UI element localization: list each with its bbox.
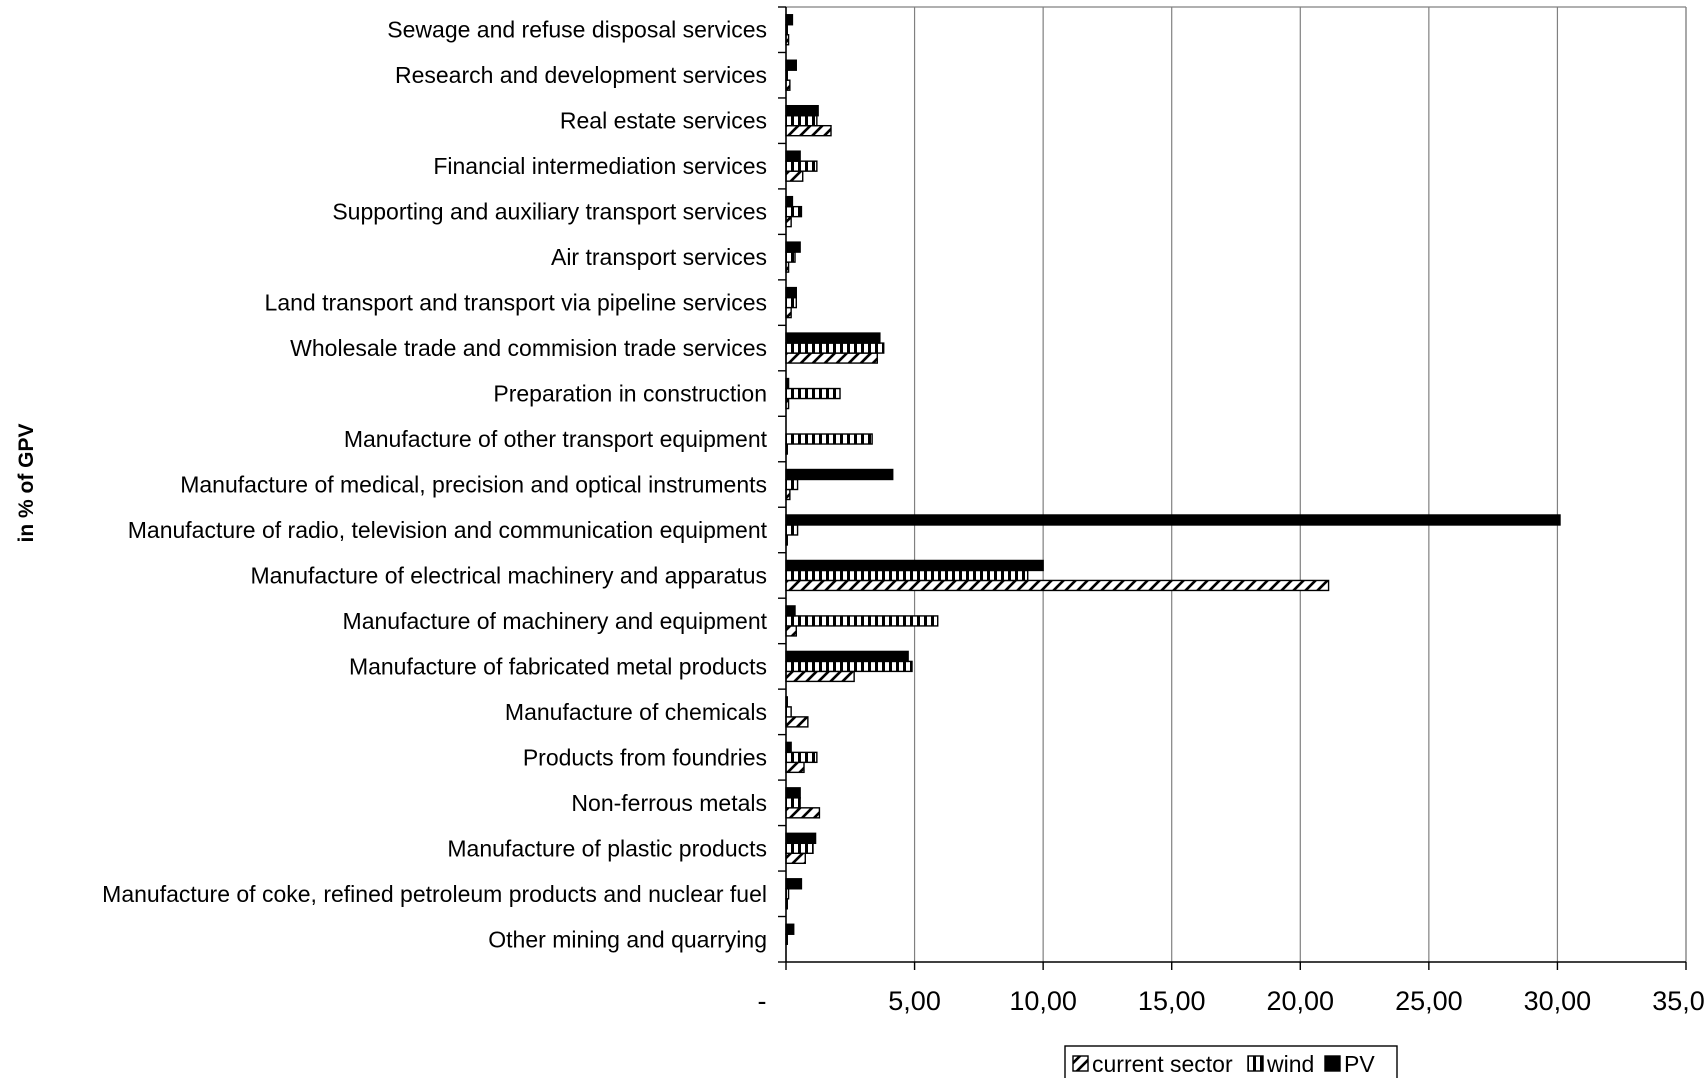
bar-current-sector-18	[786, 126, 831, 136]
category-label-16: Supporting and auxiliary transport servi…	[332, 199, 767, 225]
bar-wind-7	[786, 616, 938, 626]
bar-pv-6	[786, 651, 908, 661]
category-label-15: Air transport services	[551, 244, 767, 270]
bars	[786, 15, 1560, 945]
x-tick-label-6: 30,00	[1524, 986, 1592, 1016]
x-tick-label-3: 15,00	[1138, 986, 1206, 1016]
bar-pv-1	[786, 879, 801, 889]
bar-current-sector-5	[786, 717, 808, 727]
x-tick-labels: - 5,00 10,00 15,00 20,00 25,00 30,00 35,00	[758, 986, 1704, 1016]
bar-pv-20	[786, 15, 792, 25]
bar-wind-6	[786, 661, 912, 671]
x-tick-label-1: 5,00	[888, 986, 941, 1016]
category-label-9: Manufacture of radio, television and com…	[128, 517, 768, 543]
x-tick-label-7: 35,00	[1652, 986, 1704, 1016]
bar-pv-10	[786, 470, 893, 480]
bar-pv-16	[786, 197, 792, 207]
bar-pv-14	[786, 288, 796, 298]
gridlines	[915, 7, 1686, 962]
bar-pv-13	[786, 333, 880, 343]
bar-current-sector-8	[786, 580, 1329, 590]
legend-swatch-pv	[1325, 1056, 1340, 1071]
legend-label-pv: PV	[1344, 1051, 1375, 1077]
bar-wind-11	[786, 434, 872, 444]
category-label-19: Research and development services	[395, 62, 767, 88]
bar-current-sector-13	[786, 353, 877, 363]
category-label-10: Manufacture of medical, precision and op…	[180, 472, 767, 498]
bar-current-sector-2	[786, 853, 805, 863]
category-label-8: Manufacture of electrical machinery and …	[250, 562, 767, 588]
x-tick-label-5: 25,00	[1395, 986, 1463, 1016]
x-tick-label-0: -	[758, 986, 767, 1016]
category-label-12: Preparation in construction	[493, 381, 767, 407]
x-tick-label-2: 10,00	[1009, 986, 1077, 1016]
bar-wind-10	[786, 480, 798, 490]
bar-pv-0	[786, 924, 794, 934]
bar-wind-8	[786, 570, 1028, 580]
legend-swatch-wind	[1248, 1056, 1263, 1071]
category-label-3: Non-ferrous metals	[571, 790, 767, 816]
category-label-13: Wholesale trade and commision trade serv…	[290, 335, 767, 361]
bar-pv-19	[786, 60, 796, 70]
category-labels: Other mining and quarrying Manufacture of…	[102, 17, 767, 953]
bar-pv-7	[786, 606, 795, 616]
bar-pv-18	[786, 106, 818, 116]
bar-wind-13	[786, 343, 884, 353]
category-label-18: Real estate services	[560, 108, 767, 134]
legend-label-current-sector: current sector	[1092, 1051, 1233, 1077]
bar-pv-2	[786, 833, 816, 843]
bar-wind-4	[786, 752, 817, 762]
bar-wind-16	[786, 207, 801, 217]
category-label-0: Other mining and quarrying	[488, 926, 767, 952]
legend-swatch-current-sector	[1073, 1056, 1088, 1071]
bar-wind-3	[786, 798, 800, 808]
legend-label-wind: wind	[1266, 1051, 1314, 1077]
category-label-6: Manufacture of fabricated metal products	[349, 653, 767, 679]
category-label-14: Land transport and transport via pipelin…	[265, 290, 767, 316]
category-label-17: Financial intermediation services	[433, 153, 767, 179]
category-label-4: Products from foundries	[523, 744, 767, 770]
bar-pv-17	[786, 151, 800, 161]
bar-pv-3	[786, 788, 800, 798]
bar-wind-2	[786, 843, 813, 853]
category-label-5: Manufacture of chemicals	[505, 699, 767, 725]
bar-current-sector-4	[786, 762, 804, 772]
bar-current-sector-3	[786, 808, 819, 818]
category-label-2: Manufacture of plastic products	[447, 835, 767, 861]
y-axis-title: in % of GPV	[15, 423, 38, 542]
bar-wind-12	[786, 389, 840, 399]
bar-pv-15	[786, 242, 800, 252]
bar-wind-15	[786, 252, 795, 262]
bar-wind-14	[786, 298, 796, 308]
bar-current-sector-6	[786, 671, 854, 681]
bar-pv-9	[786, 515, 1560, 525]
category-label-11: Manufacture of other transport equipment	[344, 426, 768, 452]
category-label-7: Manufacture of machinery and equipment	[343, 608, 768, 634]
category-label-20: Sewage and refuse disposal services	[387, 17, 767, 43]
legend: current sector wind PV	[1065, 1046, 1397, 1078]
bar-current-sector-17	[786, 171, 803, 181]
bar-current-sector-7	[786, 626, 796, 636]
bar-pv-8	[786, 560, 1043, 570]
x-tick-label-4: 20,00	[1266, 986, 1334, 1016]
bar-wind-9	[786, 525, 798, 535]
category-label-1: Manufacture of coke, refined petroleum p…	[102, 881, 767, 907]
bar-wind-18	[786, 116, 817, 126]
bar-wind-17	[786, 161, 817, 171]
